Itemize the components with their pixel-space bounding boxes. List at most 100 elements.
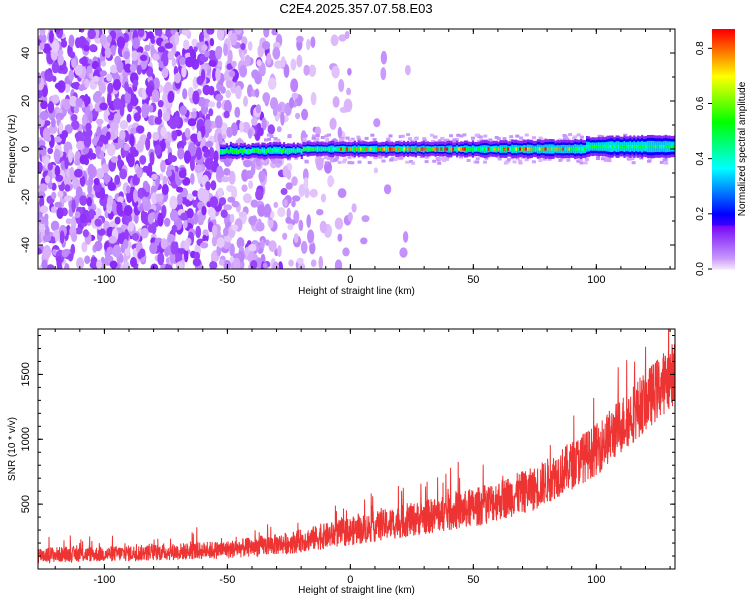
noise-cell xyxy=(94,240,103,252)
noise-cell xyxy=(338,34,347,42)
haze-cell xyxy=(405,160,410,164)
colorbar-step xyxy=(712,131,735,134)
colorbar-step xyxy=(712,119,735,122)
colorbar-step xyxy=(712,177,735,180)
noise-cell xyxy=(84,255,91,264)
colorbar-step xyxy=(712,123,735,126)
noise-cell xyxy=(160,160,166,173)
colorbar-step xyxy=(712,61,735,64)
colorbar-step xyxy=(712,97,735,100)
noise-cell xyxy=(137,52,143,64)
haze-cell xyxy=(439,157,444,161)
noise-cell xyxy=(171,130,178,142)
noise-cell xyxy=(90,256,98,267)
noise-cell xyxy=(155,193,164,202)
noise-cell xyxy=(133,112,141,122)
noise-cell xyxy=(277,245,282,258)
haze-cell xyxy=(370,133,375,137)
noise-cell xyxy=(227,49,233,64)
noise-cell xyxy=(255,221,265,232)
noise-cell xyxy=(88,175,94,187)
haze-cell xyxy=(303,134,308,138)
noise-cell xyxy=(272,46,281,60)
noise-cell xyxy=(104,46,112,59)
noise-cell xyxy=(95,168,105,180)
noise-cell xyxy=(209,196,219,208)
haze-cell xyxy=(400,134,405,138)
haze-cell xyxy=(445,138,450,142)
noise-cell xyxy=(225,90,231,99)
haze-cell xyxy=(584,158,589,162)
noise-cell xyxy=(176,186,184,193)
colorbar-step xyxy=(712,135,735,138)
colorbar-step xyxy=(712,37,735,40)
colorbar-step xyxy=(712,31,735,34)
noise-cell xyxy=(207,207,216,217)
colorbar-step xyxy=(712,39,735,42)
noise-cell xyxy=(184,127,191,138)
colorbar-step xyxy=(712,115,735,118)
noise-cell xyxy=(99,187,106,200)
noise-cell xyxy=(402,231,409,243)
noise-cell xyxy=(220,209,228,219)
noise-cell xyxy=(136,166,143,179)
noise-cell xyxy=(110,156,119,163)
noise-cell xyxy=(247,128,253,139)
noise-cell xyxy=(204,50,210,58)
noise-cell xyxy=(141,88,147,100)
noise-cell xyxy=(280,188,288,195)
colorbar-step xyxy=(712,145,735,148)
colorbar-step xyxy=(712,109,735,112)
haze-cell xyxy=(462,133,467,137)
noise-cell xyxy=(183,220,188,229)
noise-cell xyxy=(51,117,56,128)
noise-cell xyxy=(334,217,344,230)
colorbar-tick-label: 0.4 xyxy=(695,151,706,165)
noise-cell xyxy=(205,140,214,148)
noise-cell xyxy=(176,140,185,151)
noise-cell xyxy=(249,216,256,226)
noise-cell xyxy=(151,185,158,193)
noise-cell xyxy=(256,59,262,67)
noise-cell xyxy=(177,147,185,160)
noise-cell xyxy=(39,205,49,214)
haze-cell xyxy=(381,159,386,163)
x-tick-label: 100 xyxy=(587,274,605,286)
colorbar-step xyxy=(712,51,735,54)
noise-cell xyxy=(38,161,43,174)
colorbar-step xyxy=(712,179,735,182)
noise-cell xyxy=(60,39,68,48)
noise-cell xyxy=(261,117,267,131)
noise-cell xyxy=(309,241,316,255)
haze-cell xyxy=(348,138,352,142)
noise-cell xyxy=(269,97,279,110)
noise-cell xyxy=(94,102,100,112)
noise-cell xyxy=(229,213,235,223)
x-tick-label: -100 xyxy=(93,274,115,286)
noise-cell xyxy=(76,257,85,269)
haze-cell xyxy=(488,138,493,142)
colorbar-step xyxy=(712,75,735,78)
colorbar-step xyxy=(712,257,735,260)
noise-cell xyxy=(217,133,223,143)
noise-cell xyxy=(192,257,202,267)
noise-cell xyxy=(151,173,158,180)
noise-cell xyxy=(285,182,293,190)
noise-cell xyxy=(227,196,236,203)
colorbar-step xyxy=(712,169,735,172)
haze-cell xyxy=(341,160,346,164)
noise-cell xyxy=(50,206,58,214)
colorbar-step xyxy=(712,259,735,262)
noise-cell xyxy=(226,79,234,88)
noise-cell xyxy=(373,167,379,174)
haze-cell xyxy=(509,135,514,139)
colorbar-step xyxy=(712,77,735,80)
noise-cell xyxy=(247,244,257,252)
noise-cell xyxy=(309,188,318,198)
noise-cell xyxy=(208,60,217,67)
haze-cell xyxy=(663,158,668,162)
noise-cell xyxy=(240,43,246,50)
noise-cell xyxy=(183,150,191,164)
noise-cell xyxy=(157,100,164,108)
noise-cell xyxy=(164,42,173,49)
